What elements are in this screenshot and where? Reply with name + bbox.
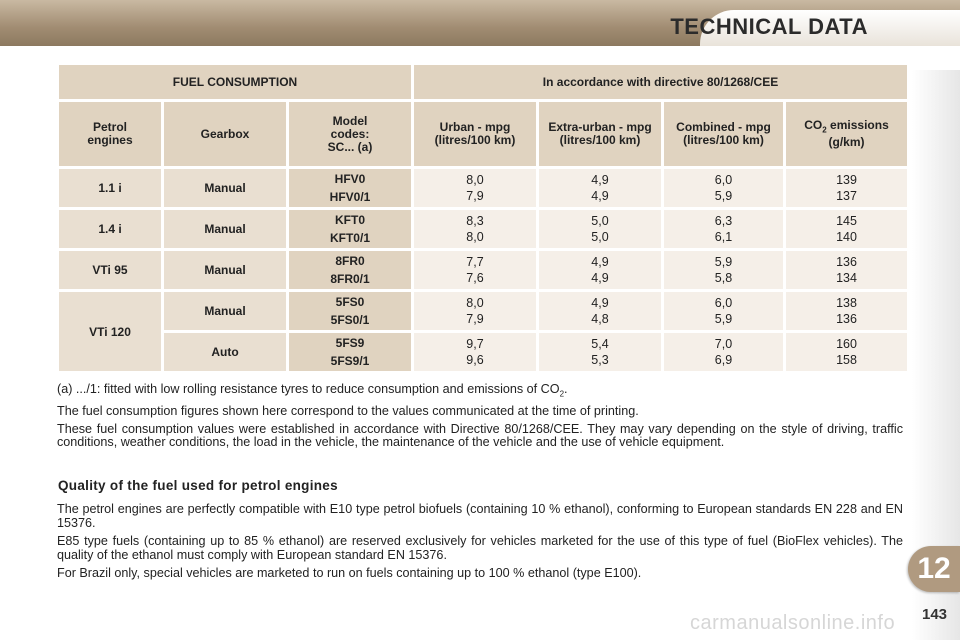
column-header-engine: Petrol engines bbox=[59, 102, 161, 166]
paragraph-e85: E85 type fuels (containing up to 85 % et… bbox=[57, 534, 903, 562]
model-code-cell: HFV0 HFV0/1 bbox=[289, 169, 411, 207]
column-header-extra-urban: Extra-urban - mpg (litres/100 km) bbox=[539, 102, 661, 166]
table-title-right: In accordance with directive 80/1268/CEE bbox=[414, 65, 908, 99]
chapter-badge: 12 bbox=[908, 546, 960, 592]
gearbox-cell: Manual bbox=[164, 210, 286, 248]
right-margin-bar bbox=[912, 70, 960, 640]
model-code-cell: 5FS9 5FS9/1 bbox=[289, 333, 411, 371]
column-header-urban: Urban - mpg (litres/100 km) bbox=[414, 102, 536, 166]
table-notes: (a) .../1: fitted with low rolling resis… bbox=[57, 382, 903, 454]
paragraph-brazil: For Brazil only, special vehicles are ma… bbox=[57, 566, 642, 580]
column-header-gearbox: Gearbox bbox=[164, 102, 286, 166]
combined-cell: 7,0 6,9 bbox=[664, 333, 783, 371]
extra-urban-cell: 4,9 4,9 bbox=[539, 251, 661, 289]
extra-urban-cell: 4,9 4,9 bbox=[539, 169, 661, 207]
gearbox-cell: Manual bbox=[164, 169, 286, 207]
fuel-consumption-table: FUEL CONSUMPTION In accordance with dire… bbox=[56, 62, 910, 374]
page-number: 143 bbox=[922, 606, 948, 623]
combined-cell: 5,9 5,8 bbox=[664, 251, 783, 289]
co2-cell: 160 158 bbox=[786, 333, 908, 371]
gearbox-cell: Auto bbox=[164, 333, 286, 371]
combined-cell: 6,3 6,1 bbox=[664, 210, 783, 248]
extra-urban-cell: 4,9 4,8 bbox=[539, 292, 661, 330]
engine-cell: 1.1 i bbox=[59, 169, 161, 207]
urban-cell: 8,0 7,9 bbox=[414, 292, 536, 330]
model-code-cell: KFT0 KFT0/1 bbox=[289, 210, 411, 248]
header-tab bbox=[700, 10, 960, 46]
section-body: The petrol engines are perfectly compati… bbox=[57, 502, 903, 586]
table-row: 1.1 i Manual HFV0 HFV0/1 8,0 7,9 4,9 4,9 6,… bbox=[59, 169, 908, 207]
extra-urban-cell: 5,0 5,0 bbox=[539, 210, 661, 248]
note-printing: The fuel consumption figures shown here … bbox=[57, 404, 639, 419]
gearbox-cell: Manual bbox=[164, 251, 286, 289]
combined-cell: 6,0 5,9 bbox=[664, 292, 783, 330]
engine-cell: VTi 120 bbox=[59, 292, 161, 371]
column-header-model: Model codes: SC... (a) bbox=[289, 102, 411, 166]
gearbox-cell: Manual bbox=[164, 292, 286, 330]
page-title: TECHNICAL DATA bbox=[670, 14, 868, 39]
watermark: carmanualsonline.info bbox=[690, 612, 896, 634]
urban-cell: 9,7 9,6 bbox=[414, 333, 536, 371]
engine-cell: 1.4 i bbox=[59, 210, 161, 248]
urban-cell: 7,7 7,6 bbox=[414, 251, 536, 289]
section-heading: Quality of the fuel used for petrol engi… bbox=[58, 478, 338, 493]
urban-cell: 8,3 8,0 bbox=[414, 210, 536, 248]
paragraph-e10: The petrol engines are perfectly compati… bbox=[57, 502, 903, 530]
co2-cell: 136 134 bbox=[786, 251, 908, 289]
co2-cell: 139 137 bbox=[786, 169, 908, 207]
co2-cell: 138 136 bbox=[786, 292, 908, 330]
column-header-combined: Combined - mpg (litres/100 km) bbox=[664, 102, 783, 166]
table-row: 1.4 i Manual KFT0 KFT0/1 8,3 8,0 5,0 5,0 6,… bbox=[59, 210, 908, 248]
note-directive: These fuel consumption values were estab… bbox=[57, 421, 903, 450]
table-title-left: FUEL CONSUMPTION bbox=[59, 65, 411, 99]
footnote: (a) .../1: fitted with low rolling resis… bbox=[57, 382, 568, 399]
extra-urban-cell: 5,4 5,3 bbox=[539, 333, 661, 371]
table-row: VTi 95 Manual 8FR0 8FR0/1 7,7 7,6 4,9 4,9 5… bbox=[59, 251, 908, 289]
combined-cell: 6,0 5,9 bbox=[664, 169, 783, 207]
model-code-cell: 8FR0 8FR0/1 bbox=[289, 251, 411, 289]
engine-cell: VTi 95 bbox=[59, 251, 161, 289]
urban-cell: 8,0 7,9 bbox=[414, 169, 536, 207]
table-row: Auto 5FS9 5FS9/1 9,7 9,6 5,4 5,3 7,0 6,9 160… bbox=[59, 333, 908, 371]
co2-cell: 145 140 bbox=[786, 210, 908, 248]
column-header-co2: CO2 emissions (g/km) bbox=[786, 102, 908, 166]
model-code-cell: 5FS0 5FS0/1 bbox=[289, 292, 411, 330]
table-row: VTi 120 Manual 5FS0 5FS0/1 8,0 7,9 4,9 4,8 … bbox=[59, 292, 908, 371]
